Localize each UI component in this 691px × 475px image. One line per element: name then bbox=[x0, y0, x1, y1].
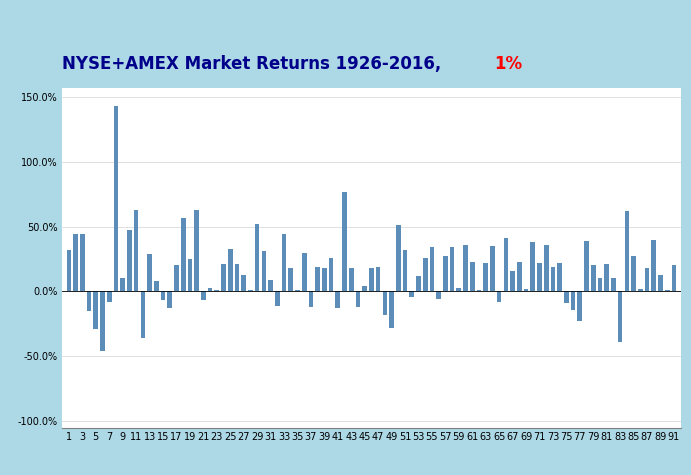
Bar bbox=[66, 250, 71, 291]
Bar bbox=[282, 234, 286, 291]
Bar bbox=[625, 211, 630, 291]
Bar bbox=[194, 210, 199, 291]
Bar bbox=[369, 268, 374, 291]
Bar bbox=[147, 254, 152, 291]
Bar bbox=[221, 264, 226, 291]
Bar bbox=[214, 290, 219, 291]
Bar bbox=[457, 287, 461, 291]
Bar bbox=[248, 290, 253, 291]
Bar bbox=[524, 289, 529, 291]
Bar bbox=[450, 247, 455, 291]
Bar bbox=[376, 267, 381, 291]
Bar bbox=[551, 267, 556, 291]
Bar bbox=[403, 250, 408, 291]
Bar bbox=[443, 256, 448, 291]
Bar bbox=[187, 259, 192, 291]
Bar bbox=[611, 278, 616, 291]
Bar bbox=[645, 268, 650, 291]
Bar bbox=[349, 268, 354, 291]
Bar bbox=[167, 291, 172, 308]
Bar bbox=[517, 262, 522, 291]
Bar bbox=[228, 248, 233, 291]
Text: NYSE+AMEX Market Returns 1926-2016,: NYSE+AMEX Market Returns 1926-2016, bbox=[62, 56, 447, 74]
Bar bbox=[322, 268, 327, 291]
Bar bbox=[100, 291, 105, 351]
Bar bbox=[436, 291, 441, 299]
Bar bbox=[288, 268, 293, 291]
Bar bbox=[652, 239, 656, 291]
Bar bbox=[335, 291, 340, 308]
Text: 1%: 1% bbox=[494, 56, 522, 74]
Bar bbox=[255, 224, 260, 291]
Bar bbox=[504, 238, 508, 291]
Bar bbox=[672, 266, 676, 291]
Bar bbox=[154, 281, 159, 291]
Bar bbox=[235, 264, 239, 291]
Bar bbox=[591, 266, 596, 291]
Bar bbox=[356, 291, 360, 307]
Bar bbox=[537, 263, 542, 291]
Bar bbox=[113, 106, 118, 291]
Bar bbox=[73, 234, 78, 291]
Bar bbox=[80, 234, 85, 291]
Bar bbox=[584, 241, 589, 291]
Bar bbox=[127, 230, 132, 291]
Bar bbox=[389, 291, 394, 328]
Bar bbox=[557, 263, 562, 291]
Bar bbox=[477, 290, 482, 291]
Bar bbox=[268, 280, 273, 291]
Bar bbox=[275, 291, 280, 305]
Bar bbox=[618, 291, 623, 342]
Bar bbox=[383, 291, 387, 315]
Bar bbox=[605, 264, 609, 291]
Bar bbox=[544, 245, 549, 291]
Bar bbox=[329, 257, 334, 291]
Bar bbox=[658, 275, 663, 291]
Bar bbox=[497, 291, 502, 302]
Bar bbox=[134, 210, 138, 291]
Bar bbox=[161, 291, 165, 301]
Bar bbox=[107, 291, 112, 302]
Bar bbox=[208, 287, 212, 291]
Bar bbox=[631, 256, 636, 291]
Bar bbox=[87, 291, 91, 311]
Bar bbox=[261, 251, 266, 291]
Bar bbox=[342, 191, 347, 291]
Bar bbox=[416, 276, 421, 291]
Bar bbox=[174, 266, 179, 291]
Bar bbox=[362, 286, 367, 291]
Bar bbox=[598, 278, 603, 291]
Bar bbox=[665, 290, 670, 291]
Bar bbox=[295, 290, 300, 291]
Bar bbox=[490, 246, 495, 291]
Bar bbox=[140, 291, 145, 338]
Bar bbox=[638, 289, 643, 291]
Bar bbox=[315, 267, 320, 291]
Bar bbox=[483, 263, 488, 291]
Bar bbox=[531, 242, 535, 291]
Bar bbox=[409, 291, 414, 296]
Bar bbox=[470, 262, 475, 291]
Bar bbox=[241, 275, 246, 291]
Bar bbox=[201, 291, 206, 301]
Bar bbox=[396, 225, 401, 291]
Bar bbox=[302, 253, 307, 291]
Bar bbox=[571, 291, 576, 310]
Bar bbox=[578, 291, 582, 321]
Bar bbox=[181, 218, 186, 291]
Bar bbox=[564, 291, 569, 303]
Bar bbox=[93, 291, 98, 329]
Bar bbox=[309, 291, 313, 307]
Bar bbox=[430, 247, 434, 291]
Bar bbox=[120, 278, 125, 291]
Bar bbox=[423, 257, 428, 291]
Bar bbox=[463, 245, 468, 291]
Bar bbox=[510, 271, 515, 291]
